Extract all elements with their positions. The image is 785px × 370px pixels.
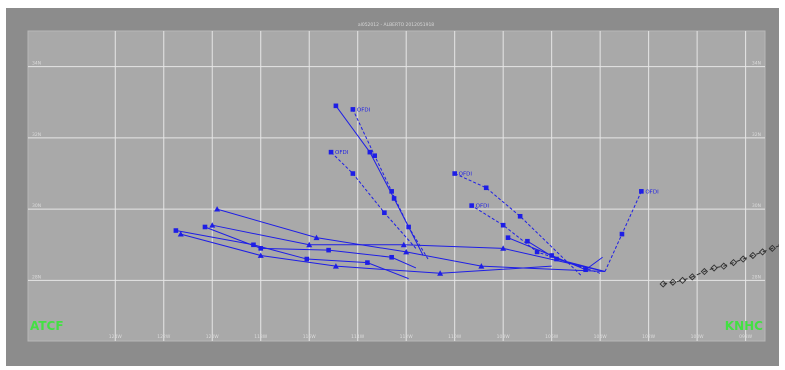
forecast-square-marker	[367, 149, 373, 155]
forecast-square-marker	[350, 171, 356, 176]
x-tick-label: 118W	[254, 334, 268, 340]
forecast-square-marker	[534, 249, 540, 255]
forecast-square-marker	[525, 238, 530, 244]
forecast-triangle-marker	[478, 263, 485, 269]
forecast-triangle-marker	[400, 241, 407, 248]
top-strip	[0, 0, 785, 8]
track-labels: OFDI OFDI OFDI OFDI OFDI	[335, 107, 659, 209]
y-tick-label-right: 28N	[752, 274, 761, 280]
forecast-square-marker	[452, 171, 457, 176]
y-tick-label-left: 34N	[32, 61, 41, 67]
y-tick-label-right: 34N	[752, 61, 761, 67]
forecast-square-marker	[639, 189, 644, 194]
best-track-diamond	[768, 244, 776, 252]
knhc-logo-text: KNHC	[725, 319, 763, 333]
forecast-square-marker	[389, 254, 394, 260]
forecast-square-marker	[258, 246, 264, 251]
figure-background: 124W 122W 120W 118W 116W 114W 112W 110W 108W 106W…	[6, 8, 785, 366]
forecast-square-marker	[365, 260, 370, 265]
forecast-square-marker	[505, 235, 511, 240]
x-tick-label: 108W	[497, 334, 511, 340]
best-track-diamond	[700, 267, 709, 276]
y-tick-label-left: 28N	[32, 274, 41, 280]
forecast-track-label: OFDI	[459, 172, 473, 178]
forecast-square-marker	[350, 107, 356, 112]
best-track-line	[663, 241, 785, 285]
y-tick-label-left: 32N	[32, 132, 41, 138]
forecast-square-marker	[372, 153, 377, 159]
forecast-square-marker	[619, 231, 625, 237]
x-tick-label: 110W	[448, 334, 462, 340]
forecast-track-line	[330, 151, 417, 249]
forecast-triangle-marker	[177, 231, 184, 237]
forecast-square-marker	[549, 253, 554, 258]
forecast-square-marker	[554, 256, 559, 262]
x-tick-label: 106W	[545, 334, 559, 340]
y-tick-label-right: 32N	[752, 132, 761, 138]
plot-area	[27, 30, 766, 342]
x-tick-label: 114W	[351, 334, 365, 340]
forecast-triangle-marker	[209, 222, 216, 228]
forecast-triangle-marker	[403, 248, 410, 255]
x-tick-label: 120W	[206, 334, 220, 340]
forecast-triangle-marker	[437, 270, 444, 276]
forecast-triangle-marker	[500, 245, 507, 251]
forecast-track-label: OFDI	[476, 204, 490, 210]
y-tick-label-left: 30N	[32, 203, 41, 209]
forecast-track-line	[454, 173, 582, 276]
tick-labels: 124W 122W 120W 118W 116W 114W 112W 110W 108W 106W…	[32, 61, 761, 340]
best-track-diamond	[758, 248, 767, 256]
forecast-triangle-marker	[306, 241, 313, 248]
forecast-triangle-marker	[214, 206, 221, 212]
grid-lines	[28, 31, 765, 341]
forecast-track-label: OFDI	[645, 189, 659, 195]
forecast-track-line	[335, 105, 424, 256]
forecast-square-marker	[251, 242, 256, 248]
atcf-logo-text: ATCF	[30, 319, 64, 333]
forecast-square-marker	[500, 222, 506, 228]
forecast-square-marker	[483, 185, 489, 191]
forecast-square-marker	[328, 149, 334, 155]
y-tick-label-right: 30N	[752, 203, 761, 209]
forecast-square-marker	[583, 267, 588, 273]
chart-title: al052012 - ALBERTO 2012051918	[358, 22, 434, 28]
forecast-square-marker	[326, 247, 331, 253]
best-track-diamond	[729, 258, 738, 267]
x-tick-label: 124W	[109, 334, 123, 340]
best-track-diamond	[710, 264, 718, 272]
best-track-diamond	[739, 255, 747, 263]
best-track-diamond	[659, 280, 667, 288]
x-tick-label: 112W	[400, 334, 414, 340]
best-track-diamond	[720, 262, 728, 270]
forecast-square-marker	[391, 196, 397, 201]
x-tick-label: 098W	[739, 334, 753, 340]
x-tick-label: 102W	[642, 334, 656, 340]
forecast-square-marker	[173, 228, 179, 233]
forecast-square-marker	[382, 210, 387, 216]
x-tick-label: 122W	[157, 334, 171, 340]
forecast-square-marker	[304, 256, 310, 262]
x-tick-label: 100W	[691, 334, 705, 340]
forecast-square-marker	[517, 213, 523, 219]
best-track-diamond	[678, 276, 687, 285]
best-track-diamond	[688, 273, 696, 281]
forecast-track-label: OFDI	[357, 107, 371, 113]
best-track-diamond	[669, 278, 677, 286]
best-track-diamond	[749, 251, 757, 260]
forecast-square-marker	[202, 224, 208, 230]
forecast-tracks	[173, 103, 644, 280]
forecast-triangle-marker	[313, 234, 320, 241]
track-map-svg: 124W 122W 120W 118W 116W 114W 112W 110W 108W 106W…	[27, 22, 785, 342]
forecast-triangle-marker	[257, 252, 264, 258]
forecast-square-marker	[469, 203, 474, 208]
x-tick-label: 116W	[303, 334, 317, 340]
forecast-square-marker	[333, 103, 339, 109]
x-tick-label: 104W	[594, 334, 608, 340]
forecast-triangle-marker	[332, 263, 339, 269]
forecast-square-marker	[389, 189, 394, 194]
forecast-track-label: OFDI	[335, 150, 349, 156]
best-track	[659, 241, 785, 288]
